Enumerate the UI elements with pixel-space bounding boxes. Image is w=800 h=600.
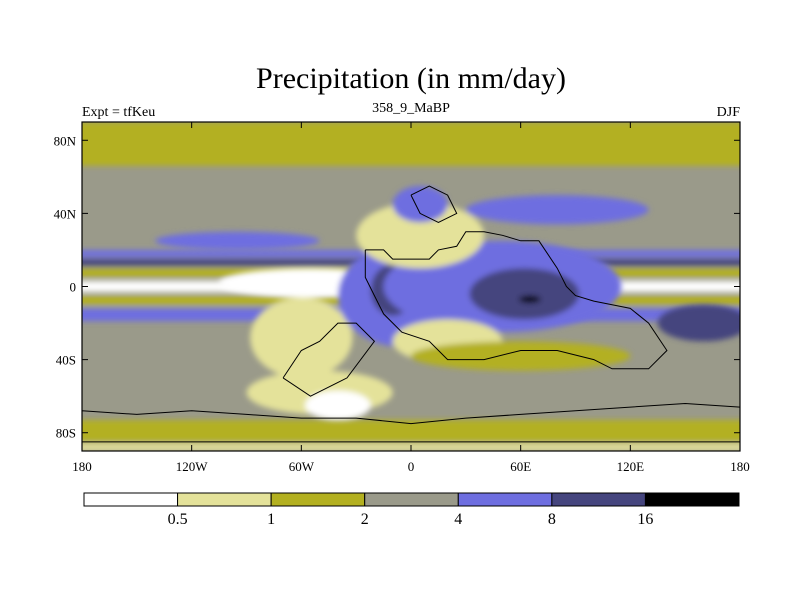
colorbar-swatch [457, 492, 553, 507]
precip-patch [250, 297, 353, 378]
precip-band [82, 419, 740, 442]
colorbar-label: 1 [267, 511, 275, 528]
x-tick-label: 180 [72, 459, 92, 474]
precip-patch [411, 341, 631, 371]
x-tick-label: 60E [510, 459, 531, 474]
y-tick-label: 40S [56, 353, 76, 368]
precip-patch [392, 185, 448, 223]
colorbar-swatch [270, 492, 366, 507]
colorbar-label: 8 [548, 511, 556, 528]
colorbar-label: 2 [361, 511, 369, 528]
land-outline [364, 231, 668, 370]
colorbar-swatch [364, 492, 459, 507]
y-tick-label: 40N [54, 206, 77, 221]
precip-patch [155, 231, 320, 250]
land-outline [82, 402, 740, 443]
colorbar-swatch [551, 492, 646, 507]
precip-patch [465, 195, 649, 225]
precip-patch [304, 390, 371, 420]
y-tick-label: 80S [56, 426, 76, 441]
chart-title: Precipitation (in mm/day) [256, 62, 566, 95]
season-label: DJF [717, 105, 741, 120]
x-tick-label: 180 [730, 459, 750, 474]
colorbar-swatch [177, 492, 272, 507]
precip-patch [469, 268, 580, 320]
period-label: 358_9_MaBP [372, 101, 450, 116]
land-outline [282, 322, 376, 397]
experiment-label: Expt = tfKeu [82, 105, 155, 120]
map-area [82, 122, 740, 451]
precip-patch [356, 202, 485, 269]
colorbar-label: 4 [454, 511, 462, 528]
colorbar-label: 0.5 [168, 511, 188, 528]
y-tick-label: 80N [54, 133, 77, 148]
land-outline [410, 185, 458, 224]
colorbar-swatch [83, 492, 179, 507]
colorbar-label: 16 [637, 511, 653, 528]
precip-patch [518, 295, 541, 303]
precip-band [82, 122, 740, 166]
x-tick-label: 120W [176, 459, 209, 474]
x-tick-label: 0 [408, 459, 415, 474]
precip-patch [657, 304, 740, 342]
y-tick-label: 0 [70, 280, 77, 295]
x-tick-label: 60W [289, 459, 315, 474]
x-tick-label: 120E [617, 459, 645, 474]
colorbar-swatch [644, 492, 740, 507]
